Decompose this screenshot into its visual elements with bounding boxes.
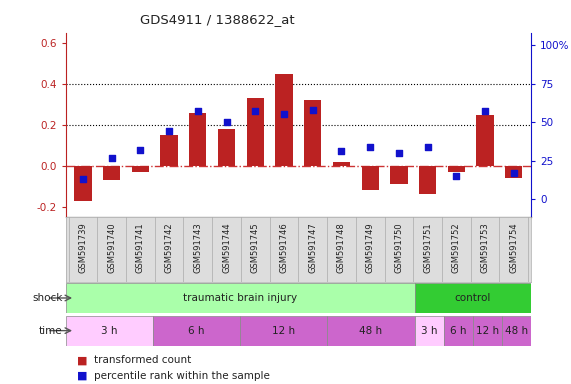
Text: GSM591751: GSM591751 xyxy=(423,222,432,273)
Bar xyxy=(473,316,502,346)
Text: GDS4911 / 1388622_at: GDS4911 / 1388622_at xyxy=(140,13,294,26)
Point xyxy=(308,107,317,113)
Text: 12 h: 12 h xyxy=(476,326,499,336)
Text: 3 h: 3 h xyxy=(421,326,437,336)
Bar xyxy=(304,100,321,166)
Point xyxy=(251,108,260,114)
Bar xyxy=(132,166,149,172)
Text: ■: ■ xyxy=(77,355,87,365)
Bar xyxy=(103,166,120,180)
Text: GSM591748: GSM591748 xyxy=(337,222,346,273)
Text: GSM591753: GSM591753 xyxy=(481,222,489,273)
Bar xyxy=(448,166,465,172)
Text: 6 h: 6 h xyxy=(188,326,205,336)
Point xyxy=(222,119,231,125)
Point xyxy=(164,128,174,134)
Bar xyxy=(218,129,235,166)
Bar xyxy=(419,166,436,194)
Bar xyxy=(247,98,264,166)
Text: 48 h: 48 h xyxy=(505,326,528,336)
Bar xyxy=(476,114,494,166)
Text: GSM591749: GSM591749 xyxy=(365,222,375,273)
Text: GSM591746: GSM591746 xyxy=(279,222,288,273)
Text: 12 h: 12 h xyxy=(272,326,295,336)
Text: control: control xyxy=(455,293,491,303)
Bar xyxy=(505,166,522,178)
Bar xyxy=(444,316,473,346)
Text: GSM591747: GSM591747 xyxy=(308,222,317,273)
Bar xyxy=(153,316,240,346)
Text: time: time xyxy=(39,326,63,336)
Text: GSM591745: GSM591745 xyxy=(251,222,260,273)
Text: GSM591743: GSM591743 xyxy=(194,222,202,273)
Point xyxy=(452,173,461,179)
Bar xyxy=(74,166,91,200)
Point xyxy=(423,144,432,150)
Bar xyxy=(333,162,350,166)
Text: percentile rank within the sample: percentile rank within the sample xyxy=(94,371,270,381)
Bar xyxy=(327,316,415,346)
Text: traumatic brain injury: traumatic brain injury xyxy=(183,293,297,303)
Bar xyxy=(160,135,178,166)
Point xyxy=(193,108,202,114)
Text: GSM591750: GSM591750 xyxy=(395,222,403,273)
Bar xyxy=(66,316,153,346)
Text: GSM591752: GSM591752 xyxy=(452,222,461,273)
Text: GSM591754: GSM591754 xyxy=(509,222,518,273)
Bar xyxy=(502,316,531,346)
Bar xyxy=(240,316,327,346)
Point xyxy=(481,108,490,114)
Text: ■: ■ xyxy=(77,371,87,381)
Bar xyxy=(415,283,531,313)
Point xyxy=(395,150,404,156)
Point xyxy=(78,176,87,182)
Bar xyxy=(66,283,415,313)
Point xyxy=(107,154,116,161)
Text: GSM591740: GSM591740 xyxy=(107,222,116,273)
Bar xyxy=(390,166,408,184)
Text: GSM591744: GSM591744 xyxy=(222,222,231,273)
Text: GSM591741: GSM591741 xyxy=(136,222,145,273)
Bar xyxy=(189,113,207,166)
Bar xyxy=(275,74,292,166)
Bar xyxy=(415,316,444,346)
Point xyxy=(509,170,518,176)
Bar xyxy=(361,166,379,190)
Text: 6 h: 6 h xyxy=(450,326,467,336)
Text: GSM591739: GSM591739 xyxy=(78,222,87,273)
Point xyxy=(136,147,145,153)
Point xyxy=(365,144,375,150)
Text: 3 h: 3 h xyxy=(101,326,118,336)
Point xyxy=(337,148,346,154)
Text: shock: shock xyxy=(33,293,63,303)
Point xyxy=(279,111,288,118)
Text: transformed count: transformed count xyxy=(94,355,191,365)
Text: 48 h: 48 h xyxy=(360,326,383,336)
Text: GSM591742: GSM591742 xyxy=(164,222,174,273)
